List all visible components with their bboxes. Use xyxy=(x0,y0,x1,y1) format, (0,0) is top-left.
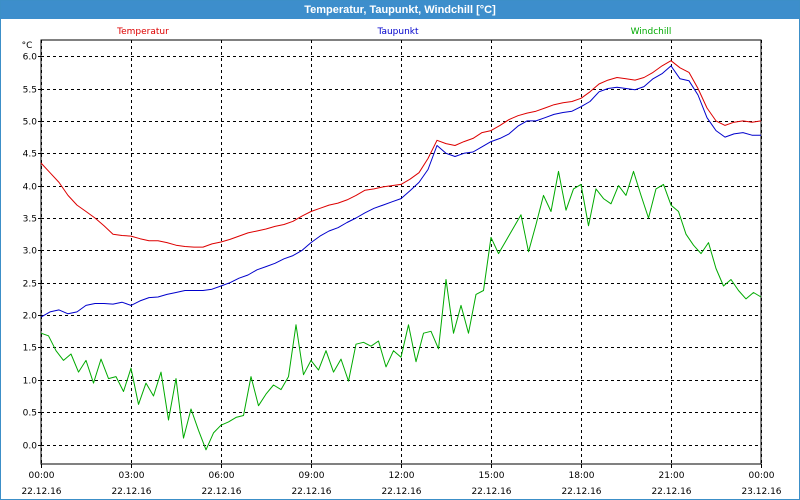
y-tick-label: 4.5 xyxy=(23,150,37,160)
x-tick-date-label: 22.12.16 xyxy=(21,487,61,497)
x-tick-date-label: 22.12.16 xyxy=(381,487,421,497)
legend-taupunkt: Taupunkt xyxy=(376,27,419,37)
series-line-temperatur xyxy=(40,60,762,248)
x-tick-time-label: 18:00 xyxy=(569,471,595,481)
x-tick-time-label: 00:00 xyxy=(749,471,775,481)
y-axis-label: °C xyxy=(22,41,33,51)
legend-windchill: Windchill xyxy=(631,27,672,37)
x-tick-time-label: 06:00 xyxy=(209,471,235,481)
legend-temperatur: Temperatur xyxy=(116,27,169,37)
x-tick-time-label: 15:00 xyxy=(479,471,505,481)
y-tick-label: 3.0 xyxy=(23,247,38,257)
series-line-windchill xyxy=(40,170,762,451)
x-tick-date-label: 22.12.16 xyxy=(471,487,511,497)
x-tick-date-label: 22.12.16 xyxy=(201,487,241,497)
x-tick-time-label: 00:00 xyxy=(29,471,55,481)
x-tick-date-label: 22.12.16 xyxy=(291,487,331,497)
y-tick-label: 5.0 xyxy=(23,118,38,128)
x-tick-date-label: 22.12.16 xyxy=(651,487,691,497)
y-tick-label: 0.5 xyxy=(23,409,37,419)
x-tick-date-label: 23.12.16 xyxy=(741,487,781,497)
x-tick-time-label: 09:00 xyxy=(299,471,325,481)
y-tick-label: 5.5 xyxy=(23,86,37,96)
x-tick-date-label: 22.12.16 xyxy=(111,487,151,497)
y-tick-label: 6.0 xyxy=(23,53,38,63)
chart: 0.0 0.5 1.0 1.5 2.0 2.5 3.0 3.5 4.0 4.5 5.0 5.5 6.0 °… xyxy=(21,27,781,497)
x-tick-time-label: 03:00 xyxy=(119,471,145,481)
y-tick-label: 0.0 xyxy=(23,442,38,452)
y-tick-label: 1.0 xyxy=(23,377,38,387)
y-tick-label: 4.0 xyxy=(23,183,38,193)
y-tick-label: 3.5 xyxy=(23,215,37,225)
series-line-taupunkt xyxy=(40,65,761,318)
y-tick-label: 2.0 xyxy=(23,312,38,322)
y-tick-label: 2.5 xyxy=(23,280,37,290)
y-tick-label: 1.5 xyxy=(23,344,37,354)
x-tick-time-label: 12:00 xyxy=(389,471,415,481)
x-tick-date-label: 22.12.16 xyxy=(561,487,601,497)
x-tick-time-label: 21:00 xyxy=(659,471,685,481)
window-title: Temperatur, Taupunkt, Windchill [°C] xyxy=(1,1,799,19)
